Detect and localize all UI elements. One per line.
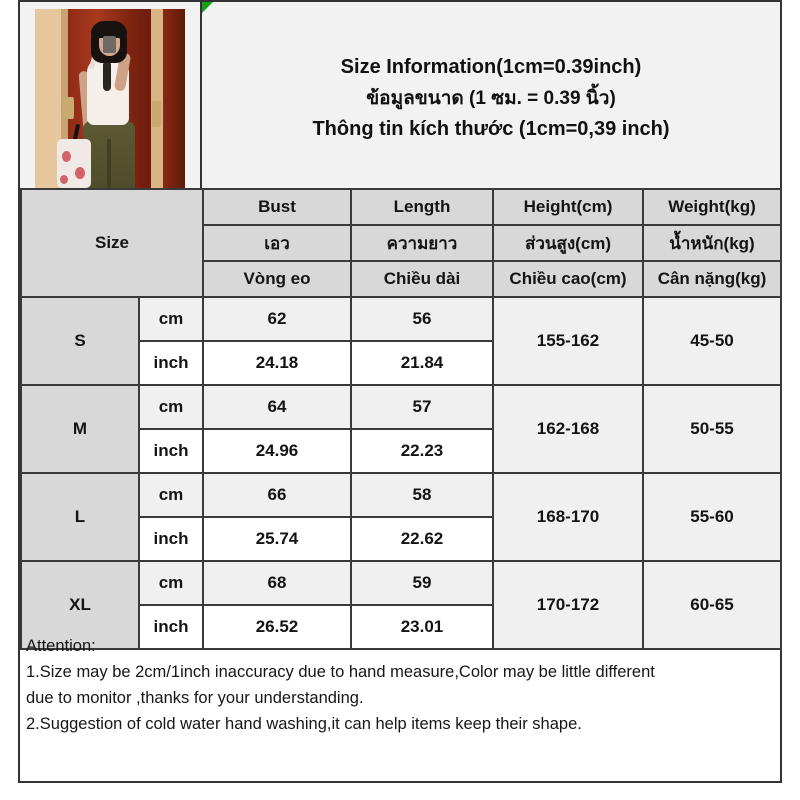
door-frame-left-decor (35, 9, 61, 188)
title-english: Size Information(1cm=0.39inch) (340, 55, 642, 78)
header-height-th: ส่วนสูง(cm) (492, 224, 644, 262)
unit-cell-inch: inch (138, 604, 204, 650)
header-length-th: ความยาว (350, 224, 494, 262)
table-header-row-en: Size Bust Length Height(cm) Weight(kg) (20, 188, 782, 298)
header-length-en: Length (350, 188, 494, 226)
length-inch-xl: 23.01 (350, 604, 494, 650)
attention-notes: Attention: 1.Size may be 2cm/1inch inacc… (20, 627, 780, 737)
model-pants-seam-decor (107, 139, 111, 188)
bust-cm-m: 64 (202, 384, 352, 430)
weight-range-s: 45-50 (642, 296, 782, 386)
unit-cell-cm: cm (138, 384, 204, 430)
unit-cell-cm: cm (138, 560, 204, 606)
bust-cm-s: 62 (202, 296, 352, 342)
top-band: Size Information(1cm=0.39inch) ข้อมูลขนา… (20, 2, 780, 188)
unit-cell-cm: cm (138, 296, 204, 342)
table-row: inch 24.96 22.23 (21, 428, 781, 474)
header-bust-th: เอว (202, 224, 352, 262)
height-range-m: 162-168 (492, 384, 644, 474)
header-weight-vi: Cân nặng(kg) (642, 260, 782, 298)
table-row: inch 25.74 22.62 (21, 516, 781, 562)
bust-cm-xl: 68 (202, 560, 352, 606)
size-cell-m: M (20, 384, 140, 474)
attention-heading: Attention: (26, 637, 96, 655)
length-inch-m: 22.23 (350, 428, 494, 474)
table-row: inch 24.18 21.84 (21, 340, 781, 386)
height-range-s: 155-162 (492, 296, 644, 386)
unit-cell-inch: inch (138, 340, 204, 386)
bust-inch-m: 24.96 (202, 428, 352, 474)
model-necklace-decor (103, 61, 111, 91)
title-vietnamese: Thông tin kích thước (1cm=0,39 inch) (312, 117, 670, 140)
bust-inch-l: 25.74 (202, 516, 352, 562)
weight-range-xl: 60-65 (642, 560, 782, 650)
length-cm-m: 57 (350, 384, 494, 430)
length-cm-s: 56 (350, 296, 494, 342)
unit-cell-inch: inch (138, 428, 204, 474)
weight-range-m: 50-55 (642, 384, 782, 474)
header-weight-th: น้ำหนัก(kg) (642, 224, 782, 262)
attention-line-2: due to monitor ,thanks for your understa… (26, 689, 364, 707)
product-photo-cell (20, 2, 202, 188)
door-handle-icon (63, 97, 74, 119)
bust-inch-s: 24.18 (202, 340, 352, 386)
table-row: inch 26.52 23.01 (21, 604, 781, 650)
attention-line-3: 2.Suggestion of cold water hand washing,… (26, 715, 582, 733)
header-length-vi: Chiều dài (350, 260, 494, 298)
header-height-vi: Chiều cao(cm) (492, 260, 644, 298)
table-row: M cm 64 57 162-168 50-55 (20, 384, 782, 474)
size-cell-s: S (20, 296, 140, 386)
green-corner-marker-icon (202, 2, 213, 13)
length-inch-l: 22.62 (350, 516, 494, 562)
bag-pattern-dot-decor (60, 175, 68, 184)
phone-icon (103, 36, 116, 53)
size-cell-xl: XL (20, 560, 140, 650)
attention-line-1: 1.Size may be 2cm/1inch inaccuracy due t… (26, 663, 655, 681)
unit-cell-cm: cm (138, 472, 204, 518)
bust-cm-l: 66 (202, 472, 352, 518)
title-block: Size Information(1cm=0.39inch) ข้อมูลขนา… (202, 2, 780, 188)
length-inch-s: 21.84 (350, 340, 494, 386)
table-header-row-th: เอว ความยาว ส่วนสูง(cm) น้ำหนัก(kg) (21, 224, 782, 262)
header-bust-en: Bust (202, 188, 352, 226)
table-header-row-vi: Vòng eo Chiều dài Chiều cao(cm) Cân nặng… (21, 260, 782, 298)
size-cell-l: L (20, 472, 140, 562)
length-cm-xl: 59 (350, 560, 494, 606)
size-header-cell: Size (20, 188, 204, 298)
model-fringe-decor (91, 21, 127, 38)
table-row: L cm 66 58 168-170 55-60 (20, 472, 782, 562)
chart-outer-frame: Size Information(1cm=0.39inch) ข้อมูลขนา… (18, 0, 782, 783)
table-row: S cm 62 56 155-162 45-50 (20, 296, 782, 386)
weight-range-l: 55-60 (642, 472, 782, 562)
bag-pattern-dot-decor (75, 167, 85, 179)
header-bust-vi: Vòng eo (202, 260, 352, 298)
header-weight-en: Weight(kg) (642, 188, 782, 226)
door-frame-right-decor (151, 9, 163, 188)
size-table: Size Bust Length Height(cm) Weight(kg) เ… (20, 188, 782, 650)
unit-cell-inch: inch (138, 516, 204, 562)
height-range-xl: 170-172 (492, 560, 644, 650)
bag-pattern-dot-decor (62, 151, 71, 162)
height-range-l: 168-170 (492, 472, 644, 562)
door-handle-second-icon (152, 101, 161, 127)
title-thai: ข้อมูลขนาด (1 ซม. = 0.39 นิ้ว) (366, 87, 616, 109)
bust-inch-xl: 26.52 (202, 604, 352, 650)
product-photo (35, 9, 185, 188)
door-far-panel-decor (163, 9, 185, 188)
length-cm-l: 58 (350, 472, 494, 518)
header-height-en: Height(cm) (492, 188, 644, 226)
table-row: XL cm 68 59 170-172 60-65 (20, 560, 782, 650)
